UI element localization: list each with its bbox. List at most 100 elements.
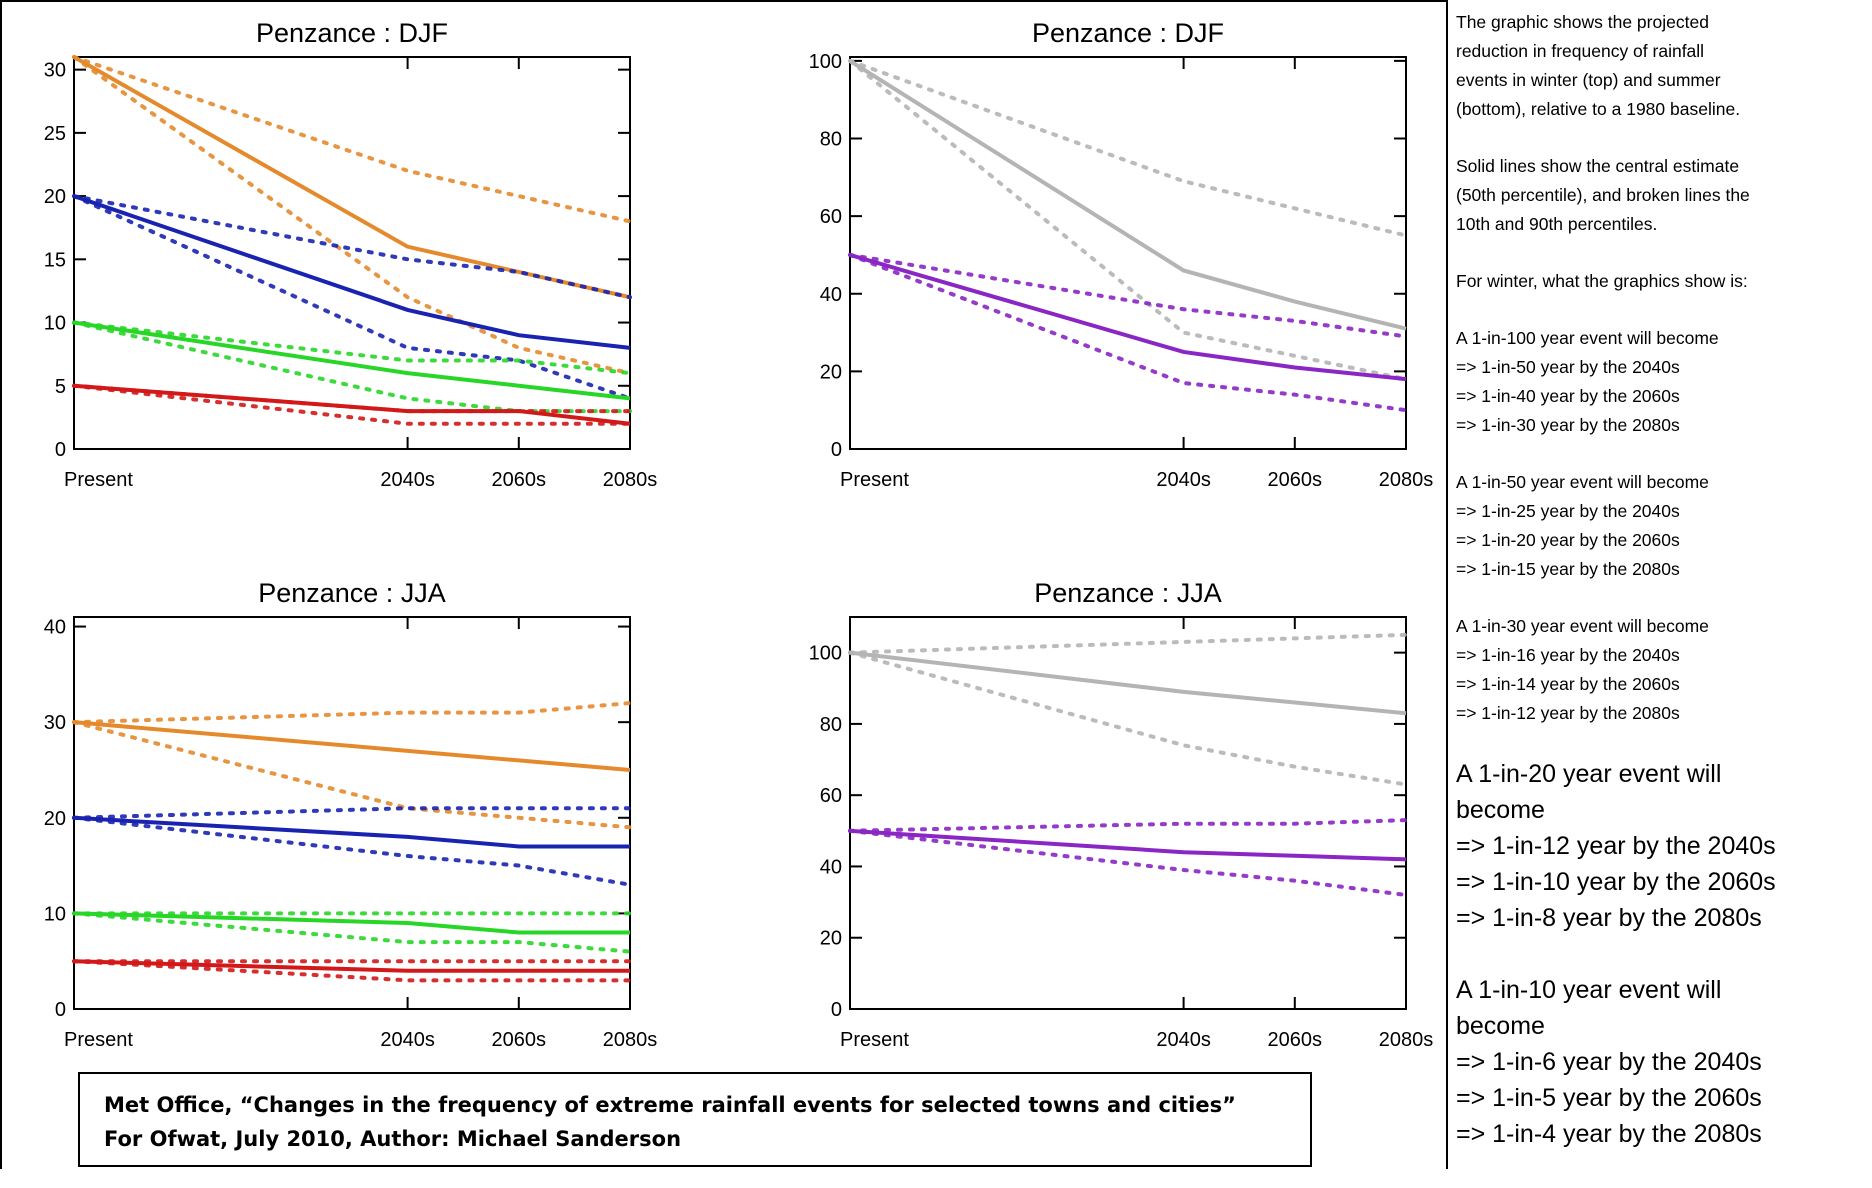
x-tick-label: 2040s xyxy=(380,1029,435,1051)
x-tick-label: 2040s xyxy=(1156,469,1211,491)
y-tick-label: 30 xyxy=(44,60,66,82)
x-tick-label: 2080s xyxy=(1379,1029,1434,1051)
series-blue-p90-line xyxy=(72,194,632,300)
text-line: For winter, what the graphics show is: xyxy=(1456,271,1748,291)
text-line: => 1-in-20 year by the 2060s xyxy=(1456,530,1680,550)
text-line: A 1-in-50 year event will become xyxy=(1456,472,1709,492)
text-line: (50th percentile), and broken lines the xyxy=(1456,185,1750,205)
series-purple-p90-line xyxy=(848,252,1408,339)
series-gray-p10-line xyxy=(848,650,1408,787)
series-purple-p10-line xyxy=(848,828,1408,897)
text-line: 10th and 90th percentiles. xyxy=(1456,214,1658,234)
series-orange-p50-line xyxy=(73,55,631,300)
text-line: => 1-in-50 year by the 2040s xyxy=(1456,357,1680,377)
y-tick-label: 0 xyxy=(55,439,66,461)
text-line: A 1-in-100 year event will become xyxy=(1456,328,1719,348)
chart-title: Penzance : DJF xyxy=(256,18,448,48)
series-blue-p50-line xyxy=(73,815,630,849)
y-tick-label: 60 xyxy=(820,206,842,228)
series-green-p50-line xyxy=(73,320,631,401)
series-orange-p10-line xyxy=(72,720,632,830)
y-tick-label: 10 xyxy=(44,313,66,335)
plot-frame xyxy=(73,56,631,450)
y-tick-label: 20 xyxy=(820,361,842,383)
y-tick-label: 0 xyxy=(831,999,842,1021)
series-red-p50-line xyxy=(73,383,631,426)
y-tick-label: 60 xyxy=(820,785,842,807)
series-purple-p50-line xyxy=(849,253,1407,382)
text-line: Solid lines show the central estimate xyxy=(1456,156,1740,176)
y-tick-label: 0 xyxy=(55,999,66,1021)
series-red-p10-line xyxy=(72,383,632,426)
citation-line-1: Met Office, “Changes in the frequency of… xyxy=(104,1093,1236,1117)
series-blue-p50-line xyxy=(73,194,631,350)
series-purple-p90-line xyxy=(848,818,1408,833)
citation-line-2: For Ofwat, July 2010, Author: Michael Sa… xyxy=(104,1127,682,1151)
chart-djf-top-left: Penzance : DJF 0 5 10 15 20 25 30 Present 2040s 20… xyxy=(44,18,658,491)
chart-jja-bottom-right: Penzance : JJA 0 20 40 60 80 100 Present 2040s 20… xyxy=(809,578,1434,1051)
y-tick-label: 80 xyxy=(820,714,842,736)
chart-title: Penzance : JJA xyxy=(258,578,446,608)
series-gray-p90-line xyxy=(848,632,1408,655)
series-red-p50-line xyxy=(73,959,630,973)
y-tick-label: 20 xyxy=(820,928,842,950)
text-line: => 1-in-5 year by the 2060s xyxy=(1456,1084,1762,1112)
event-10-paragraph: A 1-in-10 year event will become => 1-in… xyxy=(1456,972,1868,1152)
x-tick-label: 2060s xyxy=(492,1029,547,1051)
series-gray-p10-line xyxy=(848,58,1408,382)
y-tick-label: 40 xyxy=(820,856,842,878)
legend-paragraph: Solid lines show the central estimate (5… xyxy=(1456,152,1868,239)
x-tick-label: 2080s xyxy=(603,1029,658,1051)
text-line: become xyxy=(1456,1012,1545,1040)
y-tick-label: 0 xyxy=(831,439,842,461)
y-tick-label: 30 xyxy=(44,712,66,734)
event-30-paragraph: A 1-in-30 year event will become => 1-in… xyxy=(1456,612,1868,728)
series-orange-p90-line xyxy=(72,55,632,224)
y-tick-label: 20 xyxy=(44,186,66,208)
series-red-p10-line xyxy=(72,959,632,983)
text-line: => 1-in-14 year by the 2060s xyxy=(1456,674,1680,694)
text-line: A 1-in-20 year event will xyxy=(1456,760,1722,788)
text-line: => 1-in-30 year by the 2080s xyxy=(1456,415,1680,435)
text-line: => 1-in-16 year by the 2040s xyxy=(1456,645,1680,665)
x-tick-label: Present xyxy=(64,1029,133,1051)
y-tick-label: 40 xyxy=(820,284,842,306)
series-orange-p50-line xyxy=(73,720,631,772)
text-line: => 1-in-12 year by the 2080s xyxy=(1456,703,1680,723)
text-line: (bottom), relative to a 1980 baseline. xyxy=(1456,99,1741,119)
event-20-paragraph: A 1-in-20 year event will become => 1-in… xyxy=(1456,756,1868,936)
series-green-p90-line xyxy=(72,320,632,376)
chart-djf-top-right: Penzance : DJF 0 20 40 60 80 100 Present 2040s 20… xyxy=(809,18,1434,491)
y-tick-label: 15 xyxy=(44,249,66,271)
plot-frame xyxy=(849,56,1407,450)
text-line: => 1-in-12 year by the 2040s xyxy=(1456,832,1776,860)
series-purple-p50-line xyxy=(849,828,1407,862)
text-line: become xyxy=(1456,796,1545,824)
x-tick-label: 2060s xyxy=(1268,1029,1323,1051)
series-orange-p90-line xyxy=(72,701,632,725)
text-line: => 1-in-4 year by the 2080s xyxy=(1456,1120,1762,1148)
text-line: => 1-in-15 year by the 2080s xyxy=(1456,559,1680,579)
x-tick-label: 2080s xyxy=(1379,469,1434,491)
series-purple-p10-line xyxy=(848,252,1408,413)
text-line: => 1-in-25 year by the 2040s xyxy=(1456,501,1680,521)
text-line: events in winter (top) and summer xyxy=(1456,70,1721,90)
event-50-paragraph: A 1-in-50 year event will become => 1-in… xyxy=(1456,468,1868,584)
plot-frame xyxy=(849,616,1407,1010)
y-tick-label: 80 xyxy=(820,129,842,151)
series-green-p10-line xyxy=(72,320,632,414)
explanation-panel: The graphic shows the projected reductio… xyxy=(1456,8,1868,1188)
x-tick-label: Present xyxy=(840,1029,909,1051)
x-tick-label: Present xyxy=(840,469,909,491)
plot-frame xyxy=(73,616,631,1010)
series-gray-p90-line xyxy=(848,58,1408,238)
series-blue-p10-line xyxy=(72,815,632,887)
x-tick-label: 2060s xyxy=(492,469,547,491)
text-line: A 1-in-30 year event will become xyxy=(1456,616,1709,636)
series-gray-p50-line xyxy=(849,650,1407,716)
intro-paragraph: The graphic shows the projected reductio… xyxy=(1456,8,1868,124)
x-tick-label: 2040s xyxy=(1156,1029,1211,1051)
x-tick-label: Present xyxy=(64,469,133,491)
x-tick-label: 2060s xyxy=(1268,469,1323,491)
